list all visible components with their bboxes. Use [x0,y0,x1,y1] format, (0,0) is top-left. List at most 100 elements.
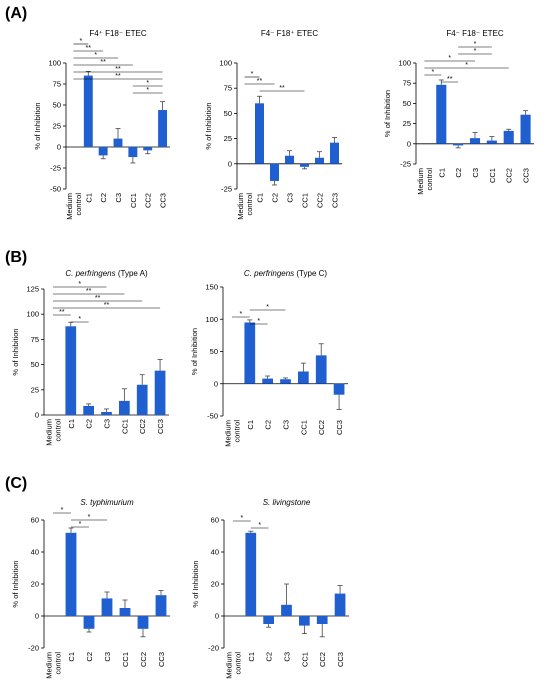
y-tick-label: 125 [26,285,39,294]
y-tick-label: 75 [53,80,61,89]
significance-label: * [474,41,477,48]
bar-c1 [65,532,77,616]
significance-label: ** [447,76,453,83]
chart-title-italic: S. typhimurium [80,498,134,507]
category-label-line: control [74,193,83,216]
category-label-line: Medium [45,652,54,679]
category-label-line: control [425,168,434,191]
panel-label-c: (C) [5,475,27,492]
y-tick-label: 100 [398,59,411,68]
category-label: Mediumcontrol [224,652,242,679]
chart-title: C. perfringens (Type A) [65,269,148,278]
category-label: CC1 [121,652,130,667]
category-label: C3 [103,419,112,429]
y-tick-label: 40 [211,548,219,557]
bar-cc3 [155,595,167,616]
category-label-line: control [232,420,241,443]
chart-title-italic: C. perfringens [244,269,294,278]
bar-c3 [280,379,291,384]
y-tick-label: -25 [221,185,232,194]
category-label: C1 [67,419,76,429]
chart-title-italic: S. livingstone [263,498,311,507]
category-label: Mediumcontrol [223,420,241,447]
category-label: C2 [85,419,94,429]
category-label: Mediumcontrol [416,168,434,195]
significance-label: ** [59,309,65,316]
significance-label: * [258,522,261,529]
bar-c1 [244,322,256,384]
chart-title-text: (Type A) [116,269,148,278]
chart-6: S. typhimurium -20 0 20 40 60 % of Inhibition M… [11,498,170,679]
bar-c2 [263,616,274,624]
category-label-line: control [54,652,63,675]
y-tick-label: 0 [35,612,39,621]
bar-cc2 [136,384,148,415]
category-label-line: Medium [416,168,425,195]
significance-label: * [146,87,149,94]
y-tick-label: 0 [407,139,411,148]
bar-cc3 [330,142,339,164]
y-tick-label: 75 [31,335,39,344]
y-tick-label: 100 [219,59,232,68]
category-label: C1 [67,652,76,662]
bar-cc2 [315,355,327,384]
y-tick-label: 50 [53,101,61,110]
significance-label: ** [86,288,92,295]
category-label-line: control [245,193,254,216]
bar-cc1 [128,147,138,158]
significance-label: ** [100,59,106,66]
category-label: C3 [471,168,480,178]
bar-c2 [83,405,94,415]
category-label: C2 [265,652,274,662]
bar-cc2 [316,616,328,624]
bar-cc3 [334,593,346,616]
category-label-line: control [53,419,62,442]
category-label-line: Medium [224,652,233,679]
significance-label: * [94,52,97,59]
chart-title: S. livingstone [263,498,311,507]
category-label: C2 [454,168,463,178]
y-tick-label: 100 [48,59,61,68]
y-tick-label: 0 [35,411,39,420]
chart-title: F4⁺ F18⁻ ETEC [89,29,147,38]
significance-label: * [61,507,64,514]
chart-title-italic: C. perfringens [65,269,115,278]
category-label: CC1 [299,420,308,435]
bar-cc2 [315,157,324,164]
chart-title: S. typhimurium [80,498,134,507]
y-tick-label: 60 [211,516,219,525]
chart-4: C. perfringens (Type A) 0 25 50 75 100 125 % of… [11,269,169,446]
category-label: CC3 [522,168,531,183]
category-label: CC3 [157,652,166,667]
category-label: C3 [114,193,123,203]
category-label: Mediumcontrol [65,193,83,220]
y-tick-label: 50 [224,109,232,118]
bar-c3 [101,411,112,415]
bar-cc2 [137,616,149,629]
bar-c2 [453,143,464,146]
bar-c1 [436,84,447,144]
category-label: C3 [286,193,295,203]
category-label: C2 [264,420,273,430]
category-label: C2 [271,193,280,203]
y-tick-label: 40 [31,548,39,557]
y-tick-label: 25 [53,122,61,131]
y-tick-label: -50 [50,185,61,194]
significance-label: * [431,69,434,76]
category-label: CC3 [331,193,340,208]
significance-label: * [465,62,468,69]
y-axis-label: % of Inhibition [190,328,199,375]
y-tick-label: 25 [403,119,411,128]
bar-c1 [83,75,93,147]
bar-c2 [270,163,279,181]
bar-cc1 [119,608,131,616]
category-label: CC2 [139,652,148,667]
significance-label: * [240,515,243,522]
category-label: CC2 [316,193,325,208]
significance-label: * [78,281,81,288]
significance-label: * [146,80,149,87]
significance-label: * [79,521,82,528]
bar-c3 [101,598,113,616]
category-label: C1 [247,652,256,662]
category-label-line: Medium [236,193,245,220]
